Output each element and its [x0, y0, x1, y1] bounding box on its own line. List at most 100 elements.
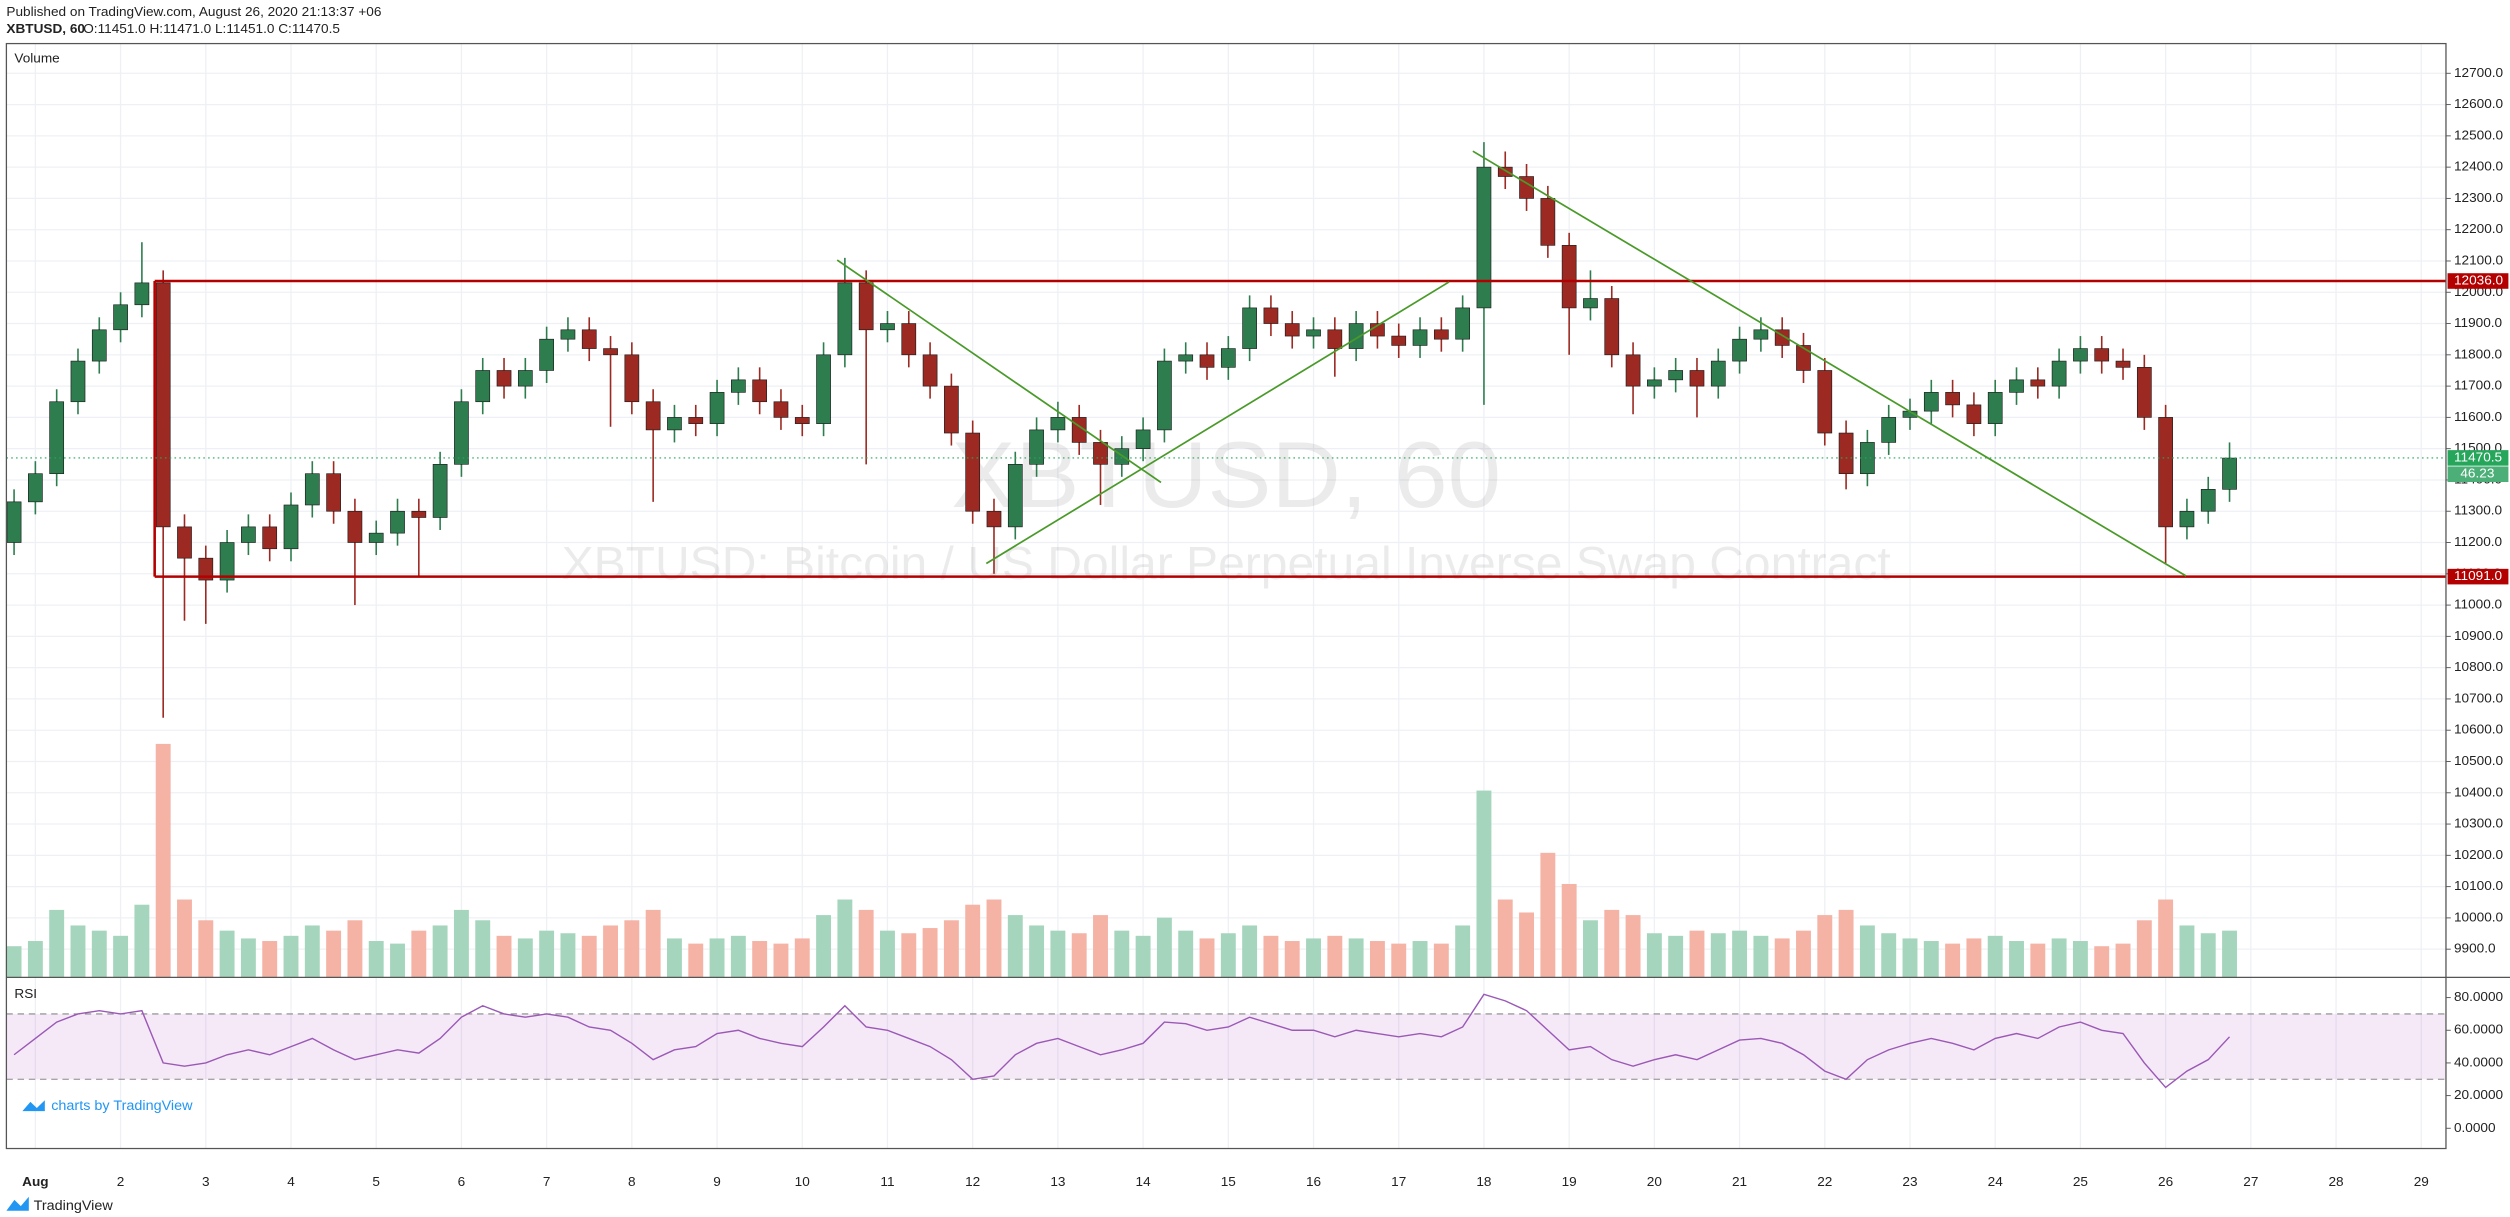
x-tick-label: 12 — [965, 1174, 980, 1189]
brand[interactable]: TradingView — [34, 1198, 114, 1214]
volume-bar — [901, 933, 917, 978]
volume-bar — [198, 920, 214, 978]
volume-bar — [2009, 941, 2024, 978]
volume-bar — [1220, 933, 1236, 978]
symbol: XBTUSD, 60 — [6, 21, 85, 36]
y-tick-label: 11000.0 — [2454, 597, 2502, 612]
volume-bar — [1583, 920, 1598, 978]
volume-bar — [1540, 852, 1556, 978]
y-tick-label: 11700.0 — [2454, 378, 2502, 393]
volume-bar — [1306, 938, 1321, 978]
volume-bar — [1433, 943, 1449, 978]
x-tick-label: Aug — [22, 1174, 48, 1189]
plot: Aug 2 3 4 5 6 7 8 9 10 11 12 13 14 15 16 17 18 19 20 21 22 23 2… — [6, 43, 2509, 1189]
candle-body — [283, 504, 299, 550]
x-tick-label: 23 — [1902, 1174, 1917, 1189]
candle-body — [2136, 367, 2152, 418]
volume-bar — [1156, 917, 1172, 978]
y-tick-label: 11300.0 — [2454, 503, 2502, 518]
y-tick-label: 12300.0 — [2454, 190, 2503, 205]
candle-body — [1966, 404, 1982, 424]
candle-body — [49, 401, 65, 475]
x-tick-label: 9 — [713, 1174, 721, 1189]
candle-body — [2179, 510, 2195, 528]
candle-body — [667, 417, 682, 431]
volume-bar — [858, 909, 874, 978]
volume-bar — [1710, 933, 1726, 978]
volume-bar — [837, 899, 853, 978]
y-tick-label: 10900.0 — [2454, 628, 2503, 643]
volume-bar — [1625, 915, 1641, 978]
volume-bar — [70, 925, 86, 978]
candle-body — [1838, 432, 1854, 475]
volume-bar — [1114, 930, 1130, 978]
x-tick-label: 17 — [1391, 1174, 1406, 1189]
volume-bar — [1881, 933, 1897, 978]
volume-bar — [1966, 938, 1982, 978]
volume-bar — [1284, 941, 1300, 978]
rsi-tick-label: 40.0000 — [2454, 1055, 2503, 1070]
volume-bar — [1327, 935, 1343, 978]
candle-body — [1284, 323, 1300, 337]
volume-bar — [1987, 935, 2003, 978]
y-tick-label: 12200.0 — [2454, 221, 2503, 236]
volume-bar — [1199, 938, 1215, 978]
last-price-label: 11470.5 — [2454, 450, 2502, 465]
candle-body — [837, 282, 853, 356]
volume-bar — [91, 930, 107, 978]
candle-body — [517, 370, 533, 387]
volume-bar — [560, 933, 576, 978]
candle-body — [986, 510, 1002, 528]
y-tick-label: 10300.0 — [2454, 816, 2503, 831]
candle-body — [113, 304, 128, 331]
candle-body — [1050, 417, 1066, 431]
volume-bar — [1732, 930, 1748, 978]
candle-body — [1391, 335, 1407, 346]
candle-body — [645, 401, 661, 431]
x-tick-label: 29 — [2414, 1174, 2429, 1189]
candle-body — [91, 329, 107, 362]
charts-by[interactable]: charts by TradingView — [51, 1098, 193, 1114]
x-tick-label: 25 — [2073, 1174, 2088, 1189]
candle-body — [1157, 360, 1172, 431]
volume-bar — [1476, 790, 1492, 978]
y-tick-label: 11200.0 — [2454, 534, 2502, 549]
candle-body — [219, 542, 235, 581]
candle-body — [28, 473, 43, 503]
candle-body — [1732, 338, 1747, 362]
rsi-line — [13, 993, 2231, 1089]
volume-bar — [880, 930, 895, 978]
volume-bar — [1391, 943, 1407, 978]
candle-body — [432, 464, 448, 518]
volume-bar — [219, 930, 235, 978]
volume-bar — [411, 930, 427, 978]
volume-bar — [113, 935, 129, 978]
candle-body — [2158, 417, 2173, 528]
candle-body — [901, 323, 917, 356]
y-tick-label: 12700.0 — [2454, 65, 2503, 80]
x-tick-label: 2 — [117, 1174, 125, 1189]
volume-bar — [496, 935, 512, 978]
y-tick-label: 11900.0 — [2454, 315, 2502, 330]
candle-body — [198, 557, 214, 581]
volume-bar — [1093, 915, 1108, 978]
candle-body — [1412, 329, 1428, 346]
ohlc: O:11451.0 H:11471.0 L:11451.0 C:11470.5 — [83, 21, 340, 36]
volume-bar — [986, 899, 1002, 978]
x-tick-label: 19 — [1562, 1174, 1577, 1189]
candle-body — [922, 354, 938, 387]
candle-body — [709, 392, 725, 424]
volume-bar — [1859, 925, 1875, 978]
y-tick-label: 10600.0 — [2454, 722, 2503, 737]
candle-body — [411, 510, 427, 518]
x-tick-label: 24 — [1988, 1174, 2004, 1189]
trendline — [985, 281, 1450, 565]
candle-body — [944, 385, 959, 434]
candle-body — [688, 417, 704, 424]
level-label: 12036.0 — [2454, 273, 2503, 288]
volume-bar — [1071, 933, 1087, 978]
candle-body — [539, 338, 554, 371]
candle-body — [2030, 379, 2046, 387]
volume-bar — [304, 925, 320, 978]
candle-body — [1647, 379, 1662, 387]
